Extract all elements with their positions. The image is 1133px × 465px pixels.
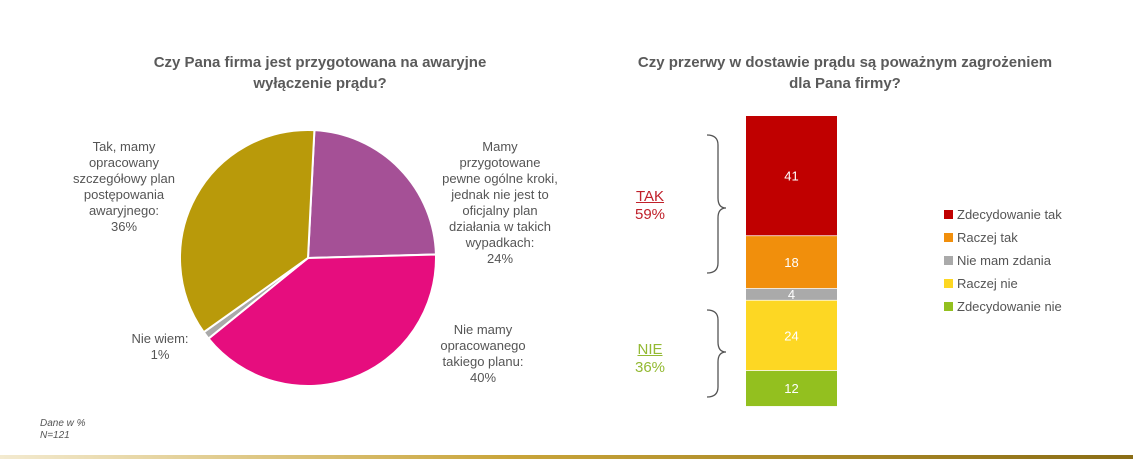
- pie-label-tak-plan: Tak, mamy opracowany szczegółowy plan po…: [73, 139, 175, 234]
- nie-label: NIE: [637, 341, 663, 358]
- legend-nie-mam-zdania: Nie mam zdania: [944, 253, 1051, 269]
- bar-segment-zdecydowanie-nie: [746, 370, 837, 407]
- tak-brace: [706, 134, 727, 274]
- legend-zdecydowanie-nie: Zdecydowanie nie: [944, 299, 1062, 315]
- pie-slice-tak-plan: [179, 129, 316, 334]
- bottom-gold-bar: [0, 455, 1133, 459]
- legend-zdecydowanie-tak: Zdecydowanie tak: [944, 207, 1062, 223]
- legend-swatch: [944, 279, 953, 288]
- pie-title-line1: Czy Pana firma jest przygotowana na awar…: [153, 54, 487, 71]
- bar-value-label: 18: [784, 255, 798, 270]
- legend-swatch: [944, 256, 953, 265]
- pie-chart-title: Czy Pana firma jest przygotowana na awar…: [100, 52, 540, 94]
- bar-segment-raczej-nie: [746, 300, 837, 371]
- bar-title-line1: Czy przerwy w dostawie prądu są poważnym…: [637, 54, 1053, 71]
- pie-label-nie-wiem: Nie wiem: 1%: [131, 331, 189, 362]
- legend-swatch: [944, 302, 953, 311]
- pie-slice-ogolne: [306, 129, 437, 260]
- note-data-percent: Dane w %: [40, 418, 86, 429]
- tak-pct: 59%: [634, 206, 666, 223]
- bar-chart-title: Czy przerwy w dostawie prądu są poważnym…: [590, 52, 1100, 94]
- tak-group-label: TAK 59%: [625, 188, 675, 224]
- nie-pct: 36%: [634, 359, 666, 376]
- bar-value-label: 41: [784, 169, 798, 184]
- legend-raczej-nie: Raczej nie: [944, 276, 1018, 292]
- bar-value-label: 12: [784, 381, 798, 396]
- pie-slice-nie-plan: [207, 253, 437, 387]
- bar-title-line2: dla Pana firmy?: [789, 75, 901, 92]
- note-sample-size: N=121: [40, 430, 70, 441]
- stacked-bar-chart: 41 18 4 24 12: [706, 116, 837, 407]
- bar-segment-nie-mam-zdania: [746, 288, 837, 301]
- bar-value-label: 24: [784, 328, 798, 343]
- legend-swatch: [944, 233, 953, 242]
- legend-swatch: [944, 210, 953, 219]
- bar-segment-raczej-tak: [746, 236, 837, 289]
- pie-title-line2: wyłączenie prądu?: [253, 75, 387, 92]
- nie-group-label: NIE 36%: [625, 341, 675, 377]
- bar-segment-zdecydowanie-tak: [746, 116, 837, 237]
- pie-label-nie-plan: Nie mamy opracowanego takiego planu: 40%: [440, 322, 526, 385]
- bar-value-label: 4: [788, 287, 795, 302]
- legend-raczej-tak: Raczej tak: [944, 230, 1018, 246]
- nie-brace: [706, 309, 727, 398]
- pie-chart: [179, 129, 437, 387]
- tak-label: TAK: [635, 188, 665, 205]
- pie-label-ogolne: Mamy przygotowane pewne ogólne kroki, je…: [442, 139, 558, 266]
